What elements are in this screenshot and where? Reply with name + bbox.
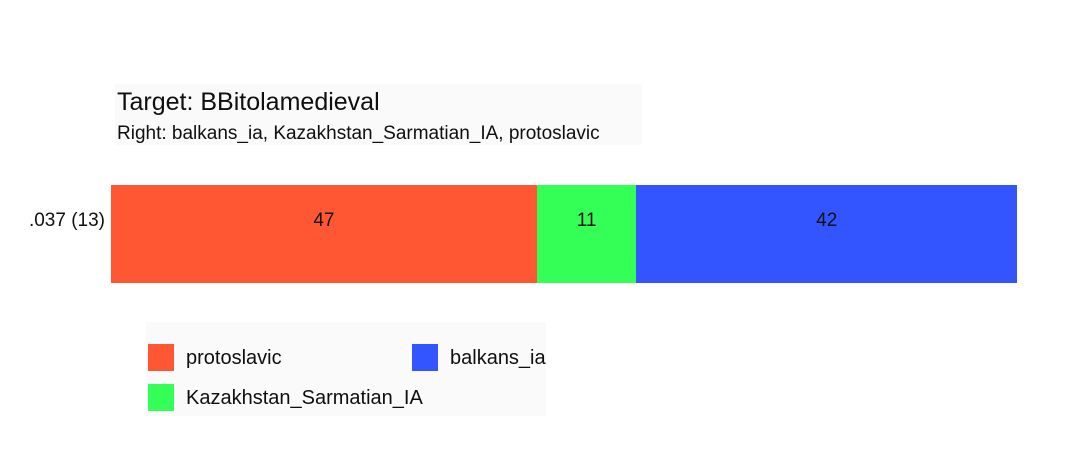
legend-color-swatch — [148, 344, 174, 371]
legend-item-balkans-ia: balkans_ia — [412, 344, 546, 371]
legend-color-swatch — [412, 344, 438, 371]
legend-item-kazakhstan-sarmatian-ia: Kazakhstan_Sarmatian_IA — [148, 384, 423, 411]
stacked-bar: 47 11 42 — [111, 185, 1017, 283]
segment-value: 11 — [576, 210, 597, 231]
legend-item-protoslavic: protoslavic — [148, 344, 282, 371]
bar-segment-balkans-ia: 42 — [636, 185, 1017, 283]
row-label: .037 (13) — [28, 210, 105, 231]
chart-title: Target: BBitolamedieval — [117, 88, 380, 116]
legend-color-swatch — [148, 384, 174, 411]
bar-segment-protoslavic: 47 — [111, 185, 537, 283]
segment-value: 42 — [816, 210, 838, 231]
chart-subtitle: Right: balkans_ia, Kazakhstan_Sarmatian_… — [117, 123, 600, 144]
bar-segment-kazakhstan-sarmatian-ia: 11 — [536, 185, 637, 283]
legend-label: balkans_ia — [450, 346, 546, 369]
segment-value: 47 — [313, 210, 335, 231]
legend-label: Kazakhstan_Sarmatian_IA — [186, 386, 423, 409]
legend-background — [146, 322, 546, 416]
legend-label: protoslavic — [186, 346, 282, 369]
title-background — [115, 84, 642, 145]
